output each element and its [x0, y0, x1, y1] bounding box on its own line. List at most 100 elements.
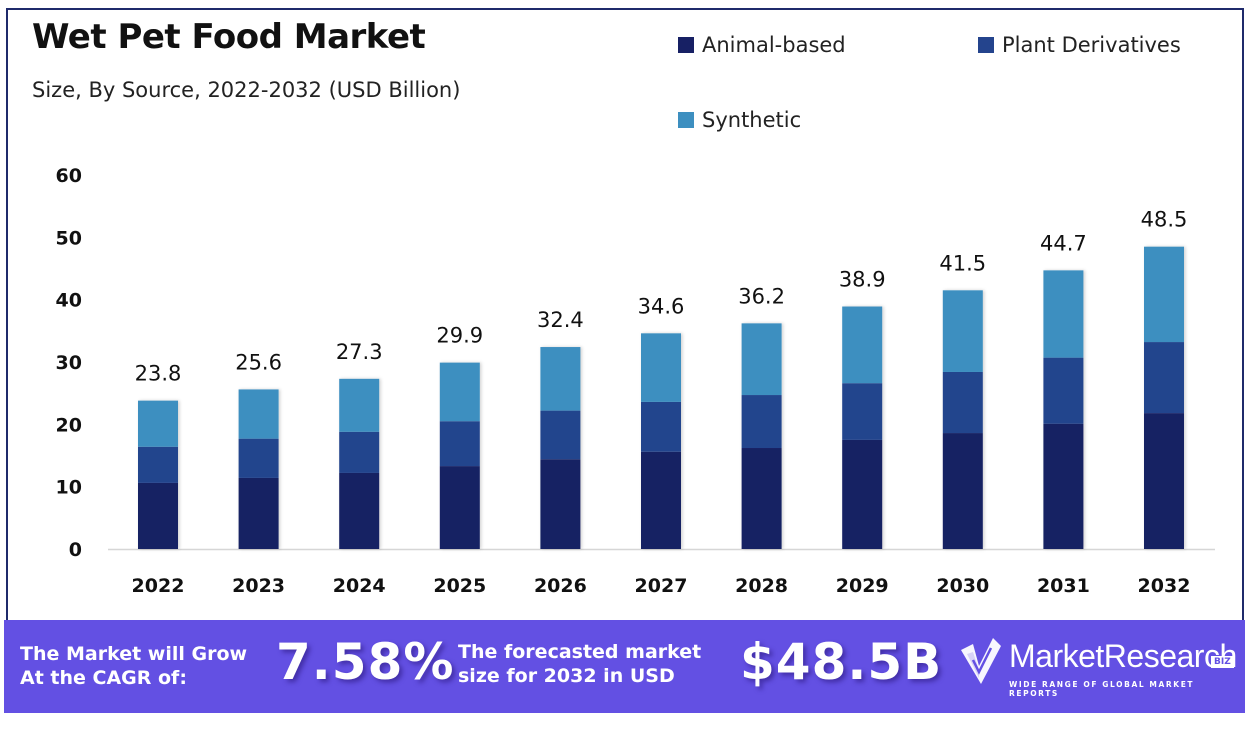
bar-stack-2029 [842, 306, 883, 549]
bar-segment-plant-derivatives-2023 [238, 438, 279, 478]
total-value-label: 29.9 [436, 324, 483, 348]
bar-segment-animal-based-2022 [138, 482, 178, 549]
bar-segment-plant-derivatives-2031 [1043, 357, 1084, 424]
bar-segment-animal-based-2026 [540, 459, 581, 549]
bar-stack-2031 [1043, 270, 1084, 549]
x-tick-label: 2031 [1037, 575, 1090, 597]
marketresearch-logo: MarketResearch BIZ WIDE RANGE OF GLOBAL … [959, 630, 1239, 700]
total-value-label: 25.6 [235, 350, 282, 374]
bar-stack-2030 [942, 290, 983, 549]
y-tick-label: 50 [56, 227, 82, 249]
bar-segment-plant-derivatives-2032 [1144, 342, 1184, 414]
x-tick-label: 2024 [333, 575, 386, 597]
bar-segment-plant-derivatives-2025 [439, 421, 480, 467]
bar-stack-2022 [138, 400, 178, 549]
total-value-label: 44.7 [1040, 231, 1087, 255]
chart-frame [6, 8, 1244, 628]
chart-subtitle: Size, By Source, 2022-2032 (USD Billion) [32, 78, 461, 102]
forecast-label: The forecasted market size for 2032 in U… [458, 640, 701, 688]
x-tick-label: 2022 [132, 575, 185, 597]
bar-segment-animal-based-2023 [238, 477, 279, 549]
bar-segment-animal-based-2030 [942, 433, 983, 549]
bar-stack-2026 [540, 347, 581, 549]
total-value-label: 34.6 [638, 294, 685, 318]
total-value-label: 48.5 [1141, 208, 1188, 232]
bars-group: 23.8 25.6 27.3 29.9 32.4 34.6 36.2 38.9 41.5 44.7… [135, 208, 1188, 549]
cagr-label-line2: At the CAGR of: [20, 667, 187, 689]
bar-segment-animal-based-2024 [339, 472, 380, 549]
bar-stack-2028 [741, 323, 782, 549]
cagr-value: 7.58% [276, 633, 455, 691]
cagr-label: The Market will Grow At the CAGR of: [20, 642, 247, 690]
bar-segment-plant-derivatives-2029 [842, 383, 883, 440]
bar-segment-plant-derivatives-2022 [138, 446, 178, 483]
logo-name: MarketResearch [1009, 638, 1237, 674]
bar-segment-animal-based-2029 [842, 439, 883, 549]
bar-segment-synthetic-2029 [842, 306, 883, 384]
y-tick-label: 0 [69, 539, 82, 561]
bar-segment-plant-derivatives-2024 [339, 431, 380, 473]
chart-title: Wet Pet Food Market [32, 17, 426, 57]
y-tick-label: 40 [56, 290, 82, 312]
bar-segment-synthetic-2024 [339, 378, 380, 432]
total-value-label: 32.4 [537, 308, 584, 332]
x-tick-label: 2028 [735, 575, 788, 597]
y-tick-label: 30 [56, 352, 82, 374]
legend-label-plant-derivatives: Plant Derivatives [1002, 33, 1181, 57]
x-tick-label: 2027 [635, 575, 688, 597]
total-value-label: 23.8 [135, 362, 182, 386]
bar-segment-plant-derivatives-2027 [641, 401, 681, 452]
bar-segment-animal-based-2031 [1043, 423, 1084, 549]
bar-segment-animal-based-2028 [741, 448, 782, 549]
bar-segment-synthetic-2023 [238, 389, 279, 439]
bar-segment-synthetic-2026 [540, 347, 581, 411]
checkmark-shield-icon [961, 638, 1001, 684]
bar-segment-synthetic-2031 [1043, 270, 1084, 358]
y-tick-label: 20 [56, 414, 82, 436]
bar-segment-synthetic-2028 [741, 323, 782, 396]
x-tick-label: 2025 [433, 575, 486, 597]
bar-segment-plant-derivatives-2030 [942, 371, 983, 434]
bar-segment-animal-based-2032 [1144, 413, 1184, 549]
x-tick-label: 2032 [1138, 575, 1191, 597]
x-tick-label: 2023 [232, 575, 285, 597]
total-value-label: 38.9 [839, 268, 886, 292]
y-axis: 0 10 20 30 40 50 60 [56, 165, 82, 561]
summary-banner: The Market will Grow At the CAGR of: 7.5… [4, 620, 1245, 713]
logo-tagline: WIDE RANGE OF GLOBAL MARKET REPORTS [1009, 680, 1195, 698]
bar-segment-synthetic-2022 [138, 400, 178, 447]
forecast-label-line1: The forecasted market [458, 641, 702, 663]
bar-stack-2025 [439, 362, 480, 549]
cagr-label-line1: The Market will Grow [20, 643, 248, 665]
legend-item-plant-derivatives: Plant Derivatives [978, 33, 1181, 57]
bar-segment-synthetic-2025 [439, 362, 480, 422]
total-value-label: 27.3 [336, 340, 383, 364]
bar-stack-2027 [641, 333, 681, 549]
x-tick-label: 2030 [936, 575, 989, 597]
legend-label-animal-based: Animal-based [702, 33, 846, 57]
total-value-label: 36.2 [738, 284, 785, 308]
forecast-label-line2: size for 2032 in USD [458, 665, 675, 687]
bar-segment-plant-derivatives-2026 [540, 410, 581, 460]
y-tick-label: 60 [56, 165, 82, 187]
bar-stack-2032 [1144, 246, 1184, 549]
x-axis: 2022 2023 2024 2025 2026 2027 2028 2029 2030 2031… [132, 575, 1191, 597]
bar-stack-2024 [339, 378, 380, 549]
x-tick-label: 2026 [534, 575, 587, 597]
legend-swatch-plant-derivatives [978, 37, 994, 53]
legend-label-synthetic: Synthetic [702, 108, 802, 132]
bar-segment-plant-derivatives-2028 [741, 395, 782, 449]
bar-segment-animal-based-2027 [641, 451, 681, 549]
logo-badge: BIZ [1211, 656, 1234, 668]
y-tick-label: 10 [56, 477, 82, 499]
legend-item-synthetic: Synthetic [678, 108, 801, 132]
legend-item-animal-based: Animal-based [678, 33, 846, 57]
x-tick-label: 2029 [836, 575, 889, 597]
bar-stack-2023 [238, 389, 279, 549]
bar-segment-synthetic-2032 [1144, 246, 1184, 343]
bar-segment-synthetic-2030 [942, 290, 983, 372]
forecast-value: $48.5B [740, 633, 943, 691]
bar-segment-synthetic-2027 [641, 333, 681, 402]
bar-segment-animal-based-2025 [439, 466, 480, 549]
